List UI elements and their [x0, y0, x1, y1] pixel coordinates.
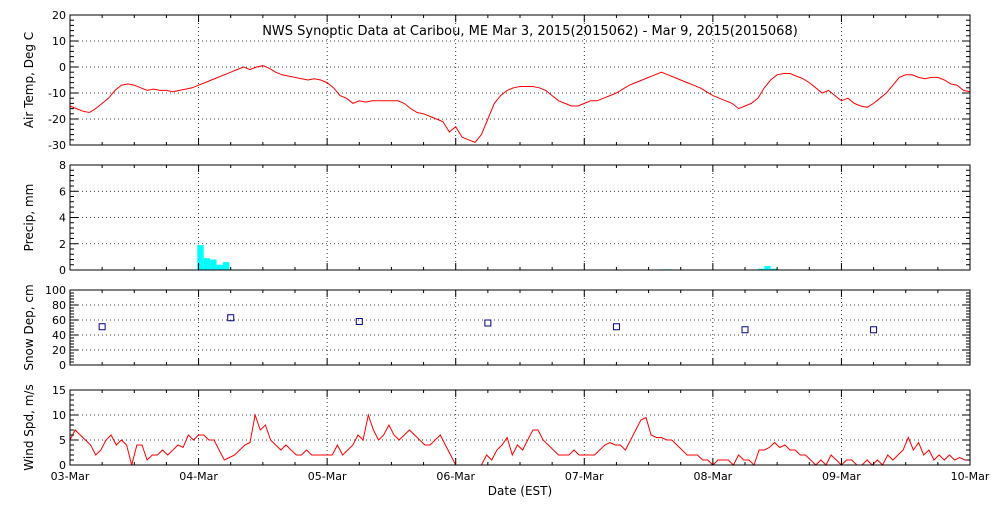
y-tick-label: 80	[52, 299, 66, 312]
x-tick-label: 06-Mar	[436, 470, 475, 483]
series-line-panel-0	[69, 65, 971, 144]
axes-layer: -30 -20 -10 0 10 20 Air Temp, Deg C 0 2 4 6 8 Precip…	[22, 9, 990, 483]
x-axis-label: Date (EST)	[488, 484, 552, 498]
x-tick-label: 03-Mar	[51, 470, 90, 483]
snow-depth-point	[870, 326, 878, 334]
chart-title: NWS Synoptic Data at Caribou, ME Mar 3, …	[262, 24, 798, 39]
snow-depth-point	[227, 314, 235, 322]
y-tick-label: -10	[48, 87, 66, 100]
x-tick-label: 05-Mar	[308, 470, 347, 483]
y-axis-label: Wind Spd, m/s	[22, 384, 36, 470]
y-tick-label: 0	[59, 61, 66, 74]
y-tick-label: 20	[52, 344, 66, 357]
panel-frame-2	[69, 289, 971, 366]
x-tick-label: 04-Mar	[179, 470, 218, 483]
y-tick-label: -30	[48, 139, 66, 152]
x-tick-label: 08-Mar	[693, 470, 732, 483]
y-axis-label: Air Temp, Deg C	[22, 32, 36, 128]
precip-bar	[210, 259, 217, 270]
precip-bar	[216, 264, 223, 270]
y-tick-label: 2	[59, 238, 66, 251]
snow-depth-point	[355, 318, 363, 325]
y-tick-label: 0	[59, 359, 66, 372]
y-tick-label: 10	[52, 35, 66, 48]
precip-bar	[203, 258, 211, 270]
y-axis-label: Precip, mm	[22, 184, 36, 252]
y-tick-label: 15	[52, 384, 66, 397]
y-tick-label: 5	[59, 434, 66, 447]
series-line-panel-3	[69, 413, 970, 466]
y-tick-label: 4	[59, 212, 66, 225]
snow-depth-point	[98, 323, 106, 331]
snow-depth-point	[484, 319, 492, 327]
precip-bar	[764, 266, 771, 270]
x-tick-label: 10-Mar	[951, 470, 990, 483]
grid-layer	[70, 15, 970, 465]
data-layer	[69, 65, 971, 466]
x-tick-label: 07-Mar	[565, 470, 604, 483]
y-axis-label: Snow Dep, cm	[22, 284, 36, 370]
precip-bar	[757, 268, 765, 270]
y-tick-label: -20	[48, 113, 66, 126]
y-tick-label: 100	[45, 284, 66, 297]
y-tick-label: 20	[52, 9, 66, 22]
y-tick-label: 40	[52, 329, 66, 342]
panel-frame-3	[69, 389, 971, 466]
y-tick-label: 0	[59, 459, 66, 472]
y-tick-label: 60	[52, 314, 66, 327]
precip-bar	[197, 245, 204, 270]
y-tick-label: 8	[59, 159, 66, 172]
snow-depth-point	[741, 326, 749, 334]
y-tick-label: 6	[59, 185, 66, 198]
y-tick-label: 0	[59, 264, 66, 277]
x-tick-label: 09-Mar	[822, 470, 861, 483]
precip-bar	[223, 262, 230, 270]
precip-bar	[770, 268, 778, 270]
y-tick-label: 10	[52, 409, 66, 422]
snow-depth-point	[612, 323, 620, 331]
